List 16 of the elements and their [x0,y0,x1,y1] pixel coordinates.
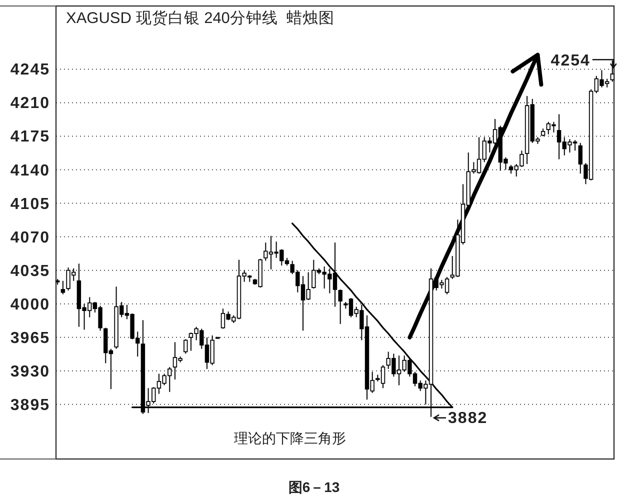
annotation: 3882 [448,410,488,427]
y-tick-label: 4035 [10,262,50,280]
y-tick-label: 4140 [10,162,50,180]
annotation: 理论的下降三角形 [234,430,346,446]
y-tick-label: 4070 [10,229,50,246]
y-tick-label: 3930 [10,363,50,380]
y-tick-label: 4210 [10,95,50,112]
y-tick-label: 4105 [10,196,50,213]
y-tick-label: 3895 [10,396,50,414]
annotation: 4254 [550,52,590,70]
caption: 图6－13 [288,479,340,495]
chart-title: XAGUSD 现货白银 240分钟线 蜡烛图 [66,9,335,27]
y-tick-label: 4245 [10,62,50,79]
y-tick-label: 4175 [10,128,50,146]
y-tick-label: 4000 [10,296,50,314]
y-tick-label: 3965 [10,330,50,347]
